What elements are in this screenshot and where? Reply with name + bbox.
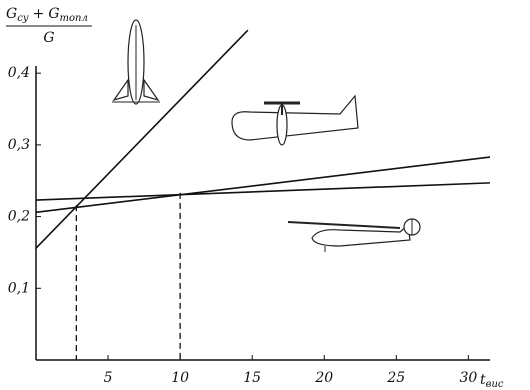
axis-label: G (43, 30, 54, 46)
axis-label: Gсу (6, 6, 29, 24)
label-sub: су (17, 13, 29, 24)
label-sub: топл (60, 13, 88, 24)
label-main: G (48, 6, 59, 22)
rocket-illustration (112, 19, 160, 105)
axis-label: + (33, 6, 45, 22)
data-line (35, 182, 491, 201)
axis-label: tвис (480, 372, 504, 390)
y-tick-label: 0,2 (8, 209, 30, 225)
label-sub: вис (486, 379, 504, 390)
x-tick-label: 10 (171, 370, 189, 386)
axis-label: Gтопл (48, 6, 88, 24)
y-tick-label: 0,4 (8, 65, 30, 81)
x-tick-label: 20 (314, 370, 333, 386)
y-tick-label: 0,3 (8, 137, 30, 153)
transport-plane-illustration (231, 94, 359, 146)
label-main: G (6, 6, 17, 22)
data-line (35, 29, 249, 249)
y-tick-label: 0,1 (8, 280, 30, 296)
x-tick-label: 25 (386, 370, 405, 386)
label-main: t (480, 372, 486, 388)
data-line (35, 156, 491, 214)
x-tick-label: 30 (459, 370, 477, 386)
x-tick-label: 15 (243, 370, 261, 386)
x-tick-label: 5 (104, 370, 113, 386)
glider-illustration (287, 218, 421, 252)
